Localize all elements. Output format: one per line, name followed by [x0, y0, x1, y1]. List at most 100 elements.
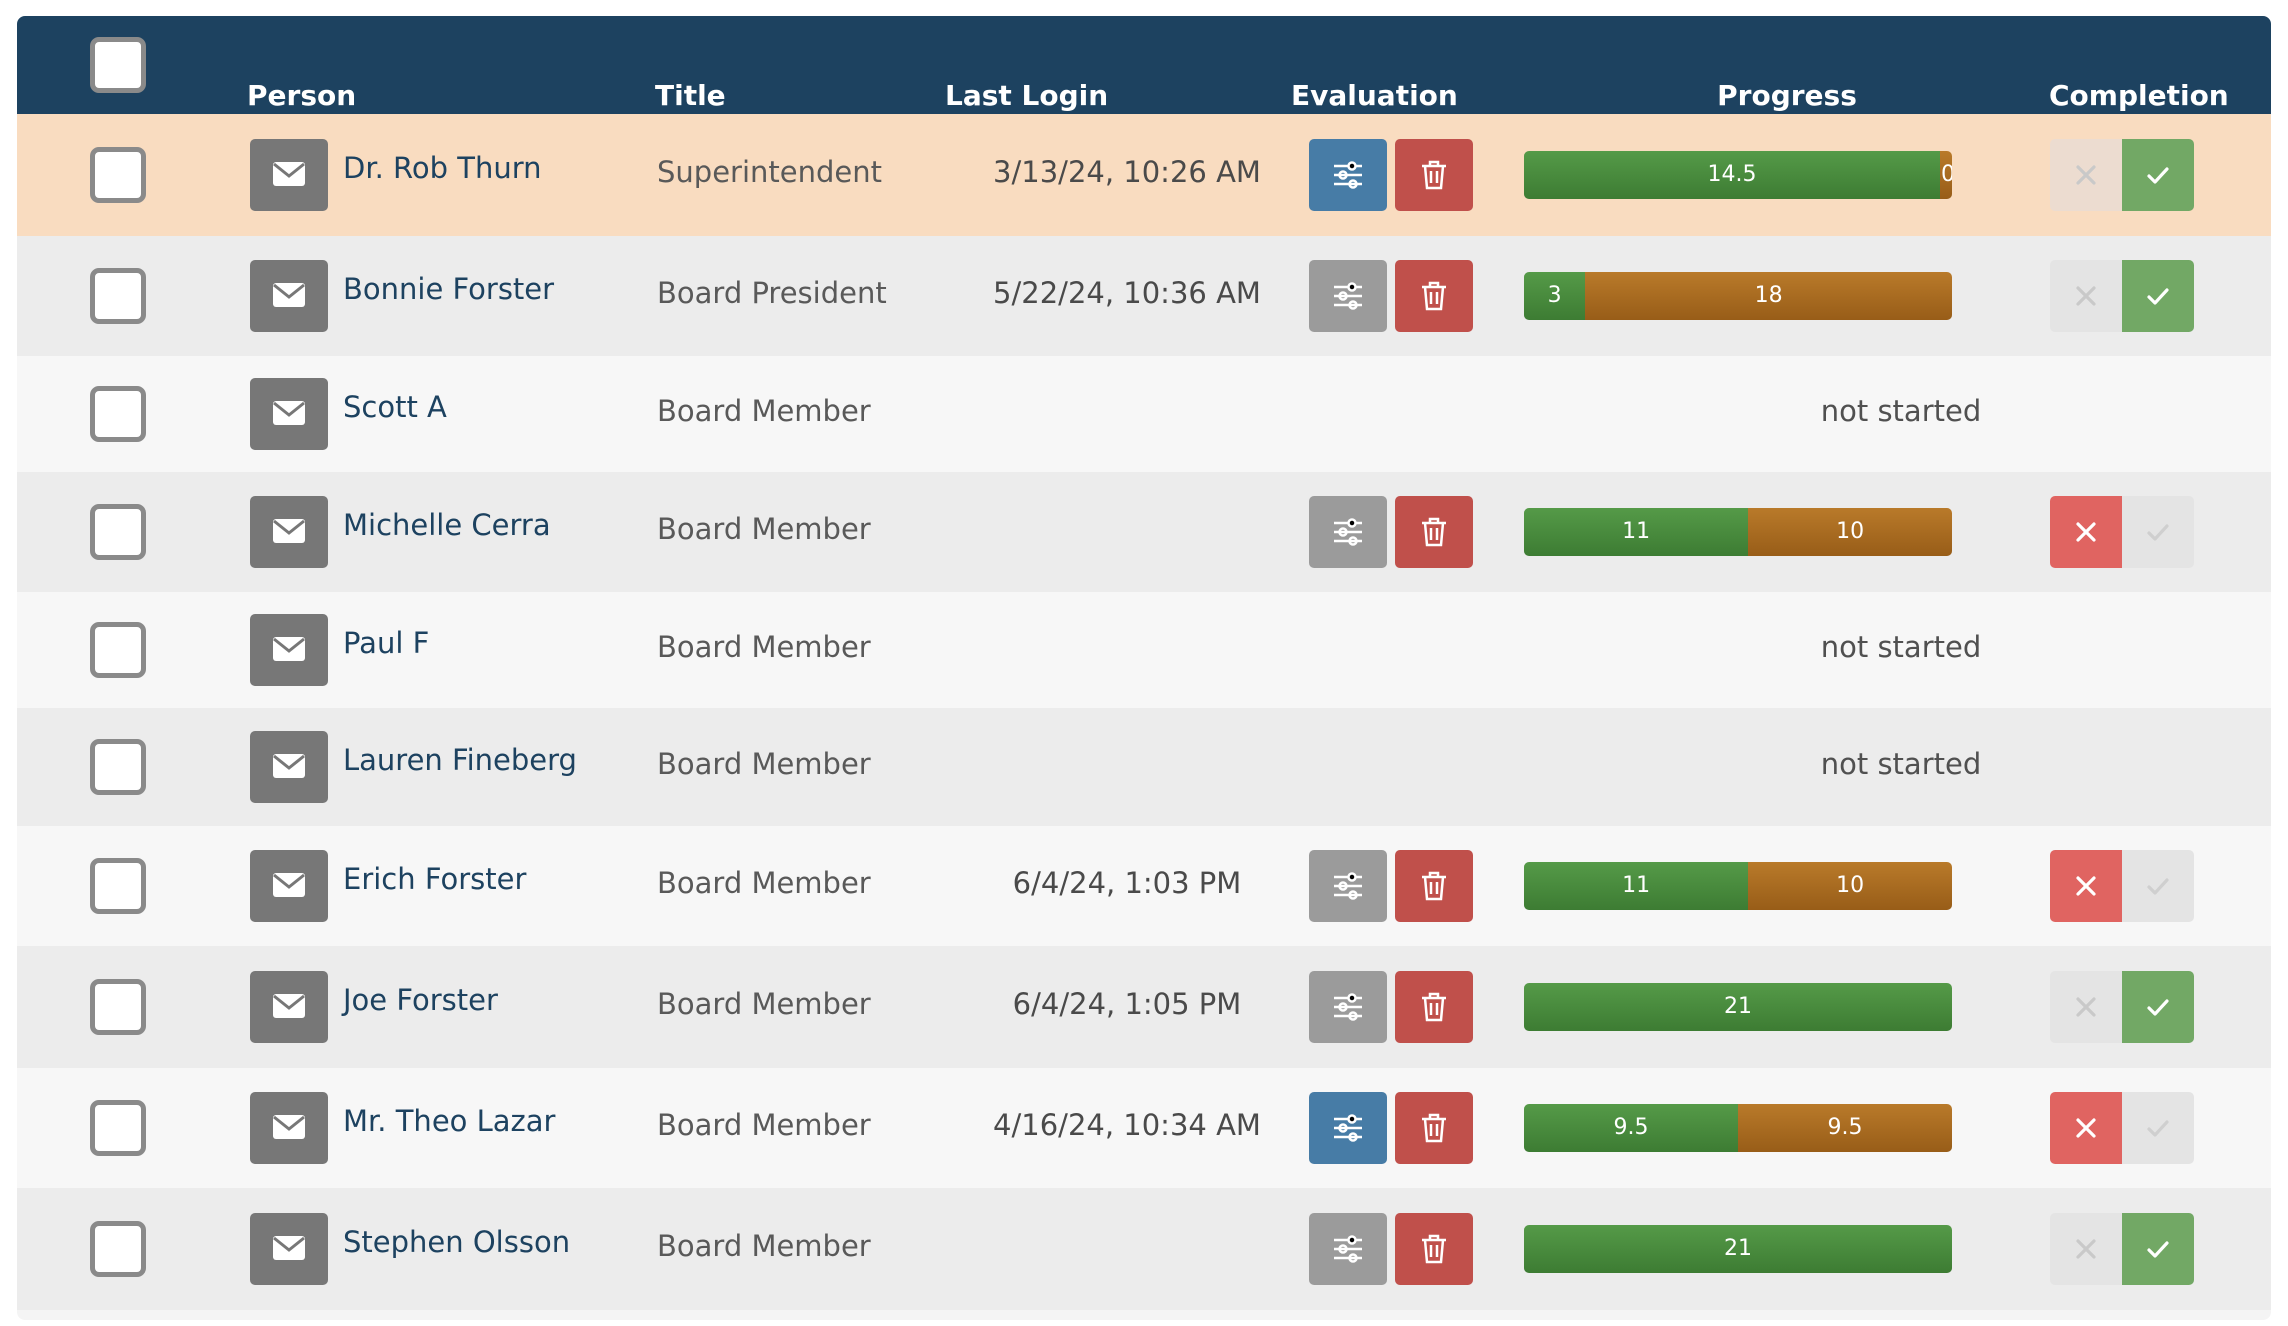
progress-bar: 21	[1524, 1225, 1952, 1273]
email-button[interactable]	[250, 850, 328, 922]
table-row: Bonnie Forster Board President 5/22/24, 10…	[17, 236, 2271, 356]
mark-complete-button[interactable]	[2122, 496, 2194, 568]
select-all-checkbox[interactable]	[90, 37, 146, 93]
mark-incomplete-button[interactable]	[2050, 260, 2122, 332]
email-button[interactable]	[250, 614, 328, 686]
person-name-link[interactable]: Michelle Cerra	[343, 508, 551, 542]
mark-incomplete-button[interactable]	[2050, 139, 2122, 211]
evaluation-delete-button[interactable]	[1395, 496, 1473, 568]
table-body: Dr. Rob Thurn Superintendent 3/13/24, 10:2…	[17, 114, 2271, 1310]
progress-segment-remaining: 18	[1585, 272, 1952, 320]
table-header: Person Title Last Login Evaluation Progr…	[17, 16, 2271, 114]
email-button[interactable]	[250, 378, 328, 450]
progress-segment-complete: 9.5	[1524, 1104, 1738, 1152]
person-name-link[interactable]: Lauren Fineberg	[343, 743, 577, 777]
person-name-link[interactable]: Joe Forster	[343, 983, 498, 1017]
table-row: Michelle Cerra Board Member 11 10	[17, 472, 2271, 592]
progress-segment-remaining: 10	[1748, 862, 1952, 910]
people-table: Person Title Last Login Evaluation Progr…	[17, 16, 2271, 1320]
email-button[interactable]	[250, 1213, 328, 1285]
email-button[interactable]	[250, 496, 328, 568]
evaluation-settings-button[interactable]	[1309, 1213, 1387, 1285]
progress-segment-remaining: 9.5	[1738, 1104, 1952, 1152]
evaluation-delete-button[interactable]	[1395, 1213, 1473, 1285]
mark-incomplete-button[interactable]	[2050, 1092, 2122, 1164]
person-name-link[interactable]: Paul F	[343, 626, 430, 660]
mark-complete-button[interactable]	[2122, 1092, 2194, 1164]
progress-segment-remaining: 0	[1940, 151, 1952, 199]
evaluation-delete-button[interactable]	[1395, 850, 1473, 922]
person-name-link[interactable]: Bonnie Forster	[343, 272, 555, 306]
last-login-time: 4/16/24, 10:34 AM	[993, 1108, 1261, 1142]
evaluation-delete-button[interactable]	[1395, 260, 1473, 332]
evaluation-settings-button[interactable]	[1309, 496, 1387, 568]
row-select-checkbox[interactable]	[90, 268, 146, 324]
column-header-evaluation: Evaluation	[1291, 79, 1458, 112]
person-title: Board Member	[657, 512, 871, 546]
person-title: Board Member	[657, 866, 871, 900]
mark-complete-button[interactable]	[2122, 850, 2194, 922]
mark-incomplete-button[interactable]	[2050, 850, 2122, 922]
row-select-checkbox[interactable]	[90, 858, 146, 914]
evaluation-delete-button[interactable]	[1395, 1092, 1473, 1164]
evaluation-delete-button[interactable]	[1395, 139, 1473, 211]
row-select-checkbox[interactable]	[90, 1100, 146, 1156]
progress-bar: 9.5 9.5	[1524, 1104, 1952, 1152]
row-select-checkbox[interactable]	[90, 504, 146, 560]
progress-status-text: not started	[1820, 630, 1982, 664]
row-select-checkbox[interactable]	[90, 1221, 146, 1277]
progress-segment-complete: 3	[1524, 272, 1586, 320]
mark-incomplete-button[interactable]	[2050, 971, 2122, 1043]
email-button[interactable]	[250, 731, 328, 803]
column-header-title[interactable]: Title	[655, 79, 726, 112]
person-name-link[interactable]: Stephen Olsson	[343, 1225, 571, 1259]
row-select-checkbox[interactable]	[90, 386, 146, 442]
mark-incomplete-button[interactable]	[2050, 1213, 2122, 1285]
progress-status-text: not started	[1820, 394, 1982, 428]
person-title: Board Member	[657, 747, 871, 781]
progress-status-text: not started	[1820, 747, 1982, 781]
evaluation-delete-button[interactable]	[1395, 971, 1473, 1043]
row-select-checkbox[interactable]	[90, 979, 146, 1035]
person-title: Board President	[657, 276, 887, 310]
person-title: Board Member	[657, 630, 871, 664]
progress-segment-complete: 11	[1524, 508, 1749, 556]
person-title: Board Member	[657, 987, 871, 1021]
row-select-checkbox[interactable]	[90, 622, 146, 678]
column-header-person[interactable]: Person	[247, 79, 357, 112]
mark-incomplete-button[interactable]	[2050, 496, 2122, 568]
person-name-link[interactable]: Mr. Theo Lazar	[343, 1104, 556, 1138]
progress-segment-complete: 11	[1524, 862, 1749, 910]
person-name-link[interactable]: Dr. Rob Thurn	[343, 151, 542, 185]
email-button[interactable]	[250, 260, 328, 332]
table-footer	[17, 1310, 2271, 1320]
table-row: Paul F Board Member not started	[17, 592, 2271, 708]
evaluation-settings-button[interactable]	[1309, 260, 1387, 332]
person-name-link[interactable]: Erich Forster	[343, 862, 527, 896]
person-name-link[interactable]: Scott A	[343, 390, 447, 424]
progress-bar: 11 10	[1524, 862, 1952, 910]
mark-complete-button[interactable]	[2122, 260, 2194, 332]
email-button[interactable]	[250, 971, 328, 1043]
table-row: Dr. Rob Thurn Superintendent 3/13/24, 10:2…	[17, 114, 2271, 236]
mark-complete-button[interactable]	[2122, 139, 2194, 211]
mark-complete-button[interactable]	[2122, 1213, 2194, 1285]
evaluation-settings-button[interactable]	[1309, 850, 1387, 922]
mark-complete-button[interactable]	[2122, 971, 2194, 1043]
table-row: Scott A Board Member not started	[17, 356, 2271, 472]
column-header-progress: Progress	[1717, 79, 1857, 112]
row-select-checkbox[interactable]	[90, 147, 146, 203]
table-row: Mr. Theo Lazar Board Member 4/16/24, 10:34…	[17, 1068, 2271, 1188]
person-title: Board Member	[657, 1108, 871, 1142]
row-select-checkbox[interactable]	[90, 739, 146, 795]
column-header-last-login[interactable]: Last Login	[945, 79, 1109, 112]
progress-bar: 14.5 0	[1524, 151, 1952, 199]
table-row: Joe Forster Board Member 6/4/24, 1:05 PM 21	[17, 946, 2271, 1068]
evaluation-settings-button[interactable]	[1309, 139, 1387, 211]
email-button[interactable]	[250, 139, 328, 211]
evaluation-settings-button[interactable]	[1309, 971, 1387, 1043]
last-login-time: 3/13/24, 10:26 AM	[993, 155, 1261, 189]
person-title: Board Member	[657, 1229, 871, 1263]
email-button[interactable]	[250, 1092, 328, 1164]
evaluation-settings-button[interactable]	[1309, 1092, 1387, 1164]
